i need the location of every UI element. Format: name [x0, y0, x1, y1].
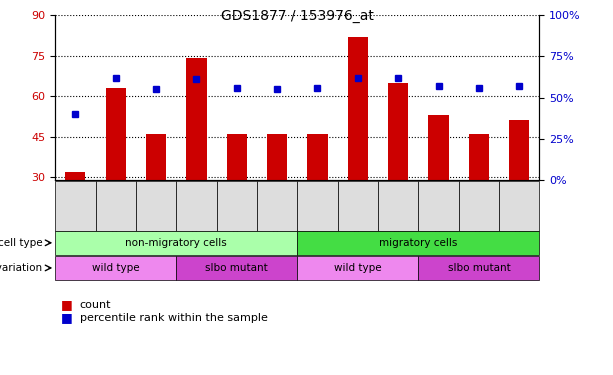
- Text: slbo mutant: slbo mutant: [447, 263, 510, 273]
- Text: ■: ■: [61, 298, 73, 311]
- Text: ■: ■: [61, 311, 73, 324]
- Text: GSM96604: GSM96604: [192, 183, 201, 232]
- Bar: [227, 134, 247, 180]
- Bar: [105, 88, 126, 180]
- Bar: [509, 120, 530, 180]
- Text: GSM96602: GSM96602: [474, 183, 484, 232]
- Bar: [186, 58, 207, 180]
- Bar: [469, 134, 489, 180]
- Text: GSM96605: GSM96605: [232, 183, 242, 232]
- Text: GSM96598: GSM96598: [111, 183, 120, 232]
- Text: GSM96603: GSM96603: [515, 183, 524, 232]
- Text: genotype/variation: genotype/variation: [0, 263, 43, 273]
- Text: non-migratory cells: non-migratory cells: [126, 238, 227, 248]
- Text: migratory cells: migratory cells: [379, 238, 457, 248]
- Text: GSM96596: GSM96596: [394, 183, 403, 232]
- Text: count: count: [80, 300, 111, 309]
- Bar: [348, 37, 368, 180]
- Text: GSM96593: GSM96593: [313, 183, 322, 232]
- Bar: [428, 115, 449, 180]
- Bar: [146, 134, 166, 180]
- Text: GDS1877 / 153976_at: GDS1877 / 153976_at: [221, 9, 374, 23]
- Text: GSM96595: GSM96595: [353, 183, 362, 232]
- Text: wild type: wild type: [92, 263, 140, 273]
- Text: slbo mutant: slbo mutant: [205, 263, 268, 273]
- Text: wild type: wild type: [334, 263, 382, 273]
- Text: cell type: cell type: [0, 238, 43, 248]
- Text: percentile rank within the sample: percentile rank within the sample: [80, 313, 267, 322]
- Bar: [388, 82, 408, 180]
- Text: GSM96606: GSM96606: [273, 183, 281, 232]
- Text: GSM96597: GSM96597: [71, 183, 80, 232]
- Text: GSM96600: GSM96600: [434, 183, 443, 232]
- Bar: [65, 172, 85, 180]
- Text: GSM96599: GSM96599: [151, 183, 161, 232]
- Bar: [267, 134, 287, 180]
- Bar: [307, 134, 327, 180]
